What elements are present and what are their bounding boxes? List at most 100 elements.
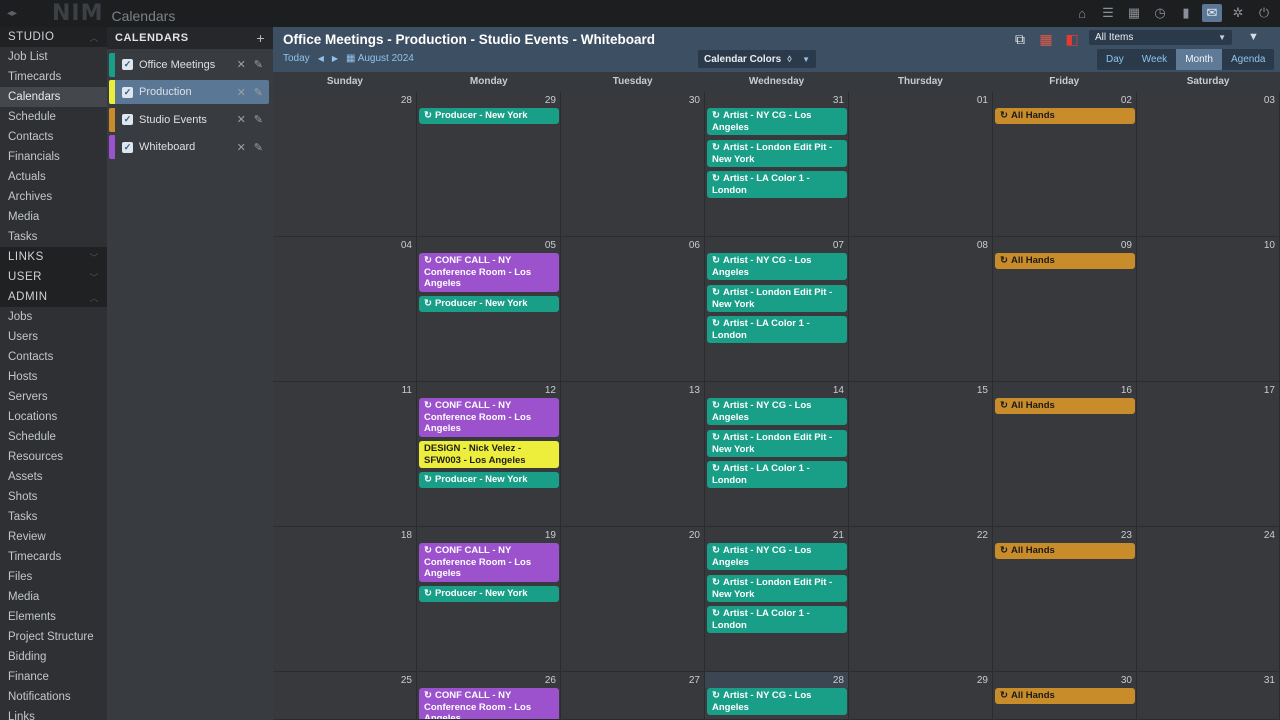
- event[interactable]: ↻ CONF CALL - NY Conference Room - Los An…: [419, 253, 559, 292]
- day-cell[interactable]: 20: [561, 527, 705, 672]
- nav-item-timecards[interactable]: Timecards: [8, 71, 62, 83]
- bookmark-icon[interactable]: ▮: [1182, 5, 1190, 20]
- day-cell[interactable]: 07 ↻ Artist - NY CG - Los Angeles ↻ Artist…: [705, 237, 849, 382]
- checkbox[interactable]: ✓: [122, 59, 133, 70]
- nav-item-actuals[interactable]: Actuals: [8, 171, 46, 183]
- nav-item-tasks[interactable]: Tasks: [8, 231, 38, 243]
- day-cell[interactable]: 28: [273, 92, 417, 237]
- day-cell[interactable]: 04: [273, 237, 417, 382]
- filter-icon[interactable]: ▼: [1248, 31, 1259, 43]
- event[interactable]: ↻ Artist - LA Color 1 - London: [707, 171, 847, 198]
- close-icon[interactable]: ✕: [236, 59, 246, 71]
- day-cell[interactable]: 23 ↻ All Hands: [993, 527, 1137, 672]
- nav-item-admin-timecards[interactable]: Timecards: [8, 551, 62, 563]
- event[interactable]: ↻ All Hands: [995, 253, 1135, 269]
- event[interactable]: ↻ Artist - London Edit Pit - New York: [707, 285, 847, 312]
- nav-item-admin-contacts[interactable]: Contacts: [8, 351, 54, 363]
- items-filter-select[interactable]: All Items ▼: [1089, 30, 1232, 45]
- day-cell[interactable]: 18: [273, 527, 417, 672]
- close-icon[interactable]: ✕: [236, 141, 246, 154]
- pencil-icon[interactable]: ✎: [253, 59, 263, 71]
- day-cell[interactable]: 15: [849, 382, 993, 527]
- prev-month-icon[interactable]: ◀: [317, 54, 324, 63]
- day-cell[interactable]: 10: [1137, 237, 1280, 382]
- copy-icon[interactable]: ⧉: [1015, 30, 1025, 47]
- event[interactable]: ↻ Artist - London Edit Pit - New York: [707, 575, 847, 602]
- event[interactable]: ↻ Producer - New York: [419, 296, 559, 312]
- day-cell[interactable]: 19 ↻ CONF CALL - NY Conference Room - Los…: [417, 527, 561, 672]
- view-agenda-button[interactable]: Agenda: [1230, 54, 1266, 65]
- calendar-item-whiteboard[interactable]: ✓ Whiteboard ✕ ✎: [109, 135, 269, 159]
- today-button[interactable]: Today: [283, 53, 310, 64]
- nav-item-users[interactable]: Users: [8, 331, 39, 343]
- nav-item-schedule[interactable]: Schedule: [8, 111, 56, 123]
- pencil-icon[interactable]: ✎: [253, 141, 263, 154]
- nav-item-admin-media[interactable]: Media: [8, 591, 40, 603]
- day-cell[interactable]: 08: [849, 237, 993, 382]
- ical-calendar-icon[interactable]: ▦: [1039, 30, 1053, 47]
- event[interactable]: ↻ CONF CALL - NY Conference Room - Los An…: [419, 688, 559, 719]
- event[interactable]: ↻ Artist - LA Color 1 - London: [707, 606, 847, 633]
- event[interactable]: ↻ All Hands: [995, 543, 1135, 559]
- day-cell[interactable]: 25: [273, 672, 417, 720]
- day-cell[interactable]: 26 ↻ CONF CALL - NY Conference Room - Los…: [417, 672, 561, 720]
- home-icon[interactable]: ⌂: [1078, 5, 1086, 21]
- nav-item-review[interactable]: Review: [8, 531, 46, 543]
- event[interactable]: ↻ CONF CALL - NY Conference Room - Los An…: [419, 543, 559, 582]
- nav-item-admin-tasks[interactable]: Tasks: [8, 511, 38, 523]
- nav-item-financials[interactable]: Financials: [8, 151, 60, 163]
- day-cell[interactable]: 12 ↻ CONF CALL - NY Conference Room - Los…: [417, 382, 561, 527]
- event[interactable]: DESIGN - Nick Velez - SFW003 - Los Angel…: [419, 441, 559, 468]
- nav-item-admin-schedule[interactable]: Schedule: [8, 431, 56, 443]
- nav-item-assets[interactable]: Assets: [8, 471, 43, 483]
- nav-item-finance[interactable]: Finance: [8, 671, 49, 683]
- event[interactable]: ↻ Producer - New York: [419, 108, 559, 124]
- gear-icon[interactable]: ✲: [1232, 5, 1244, 20]
- nav-section-admin[interactable]: ADMIN ︿: [0, 287, 107, 307]
- nav-item-calendars[interactable]: Calendars: [0, 87, 107, 107]
- day-cell[interactable]: 21 ↻ Artist - NY CG - Los Angeles ↻ Artist…: [705, 527, 849, 672]
- day-cell[interactable]: 11: [273, 382, 417, 527]
- event[interactable]: ↻ Artist - LA Color 1 - London: [707, 461, 847, 488]
- day-cell[interactable]: 14 ↻ Artist - NY CG - Los Angeles ↻ Artist…: [705, 382, 849, 527]
- mail-icon[interactable]: ✉: [1202, 4, 1222, 22]
- collapse-menu-icon[interactable]: ◂▸: [6, 8, 18, 19]
- nav-item-links[interactable]: Links: [8, 711, 35, 720]
- event[interactable]: ↻ Artist - LA Color 1 - London: [707, 316, 847, 343]
- day-cell[interactable]: 22: [849, 527, 993, 672]
- day-cell[interactable]: 30: [561, 92, 705, 237]
- day-cell[interactable]: 02 ↻ All Hands: [993, 92, 1137, 237]
- nav-section-user[interactable]: USER ﹀: [0, 267, 107, 287]
- nav-item-bidding[interactable]: Bidding: [8, 651, 47, 663]
- day-cell[interactable]: 31: [1137, 672, 1280, 720]
- day-cell[interactable]: 16 ↻ All Hands: [993, 382, 1137, 527]
- month-picker[interactable]: ▦ August 2024: [346, 53, 414, 64]
- day-cell[interactable]: 30 ↻ All Hands: [993, 672, 1137, 720]
- view-month-button[interactable]: Month: [1176, 49, 1222, 70]
- day-cell[interactable]: 13: [561, 382, 705, 527]
- event[interactable]: ↻ Artist - London Edit Pit - New York: [707, 140, 847, 167]
- event[interactable]: ↻ Artist - NY CG - Los Angeles: [707, 398, 847, 425]
- nav-item-jobs[interactable]: Jobs: [8, 311, 33, 323]
- event[interactable]: ↻ CONF CALL - NY Conference Room - Los An…: [419, 398, 559, 437]
- event[interactable]: ↻ Artist - NY CG - Los Angeles: [707, 543, 847, 570]
- nav-item-shots[interactable]: Shots: [8, 491, 38, 503]
- nav-section-links[interactable]: LINKS ﹀: [0, 247, 107, 267]
- calendar-item-studio-events[interactable]: ✓ Studio Events ✕ ✎: [109, 107, 269, 132]
- pdf-icon[interactable]: ◧: [1065, 30, 1079, 47]
- day-cell-today[interactable]: 28 ↻ Artist - NY CG - Los Angeles: [705, 672, 849, 720]
- pencil-icon[interactable]: ✎: [253, 114, 263, 126]
- event[interactable]: ↻ Artist - NY CG - Los Angeles: [707, 108, 847, 135]
- day-cell[interactable]: 31 ↻ Artist - NY CG - Los Angeles ↻ Artist…: [705, 92, 849, 237]
- view-week-button[interactable]: Week: [1141, 54, 1168, 65]
- event[interactable]: ↻ All Hands: [995, 398, 1135, 414]
- nav-item-resources[interactable]: Resources: [8, 451, 63, 463]
- checkbox[interactable]: ✓: [122, 114, 133, 125]
- nav-item-project-structure[interactable]: Project Structure: [8, 631, 94, 643]
- day-cell[interactable]: 29 ↻ Producer - New York: [417, 92, 561, 237]
- app-logo[interactable]: NIM: [52, 1, 104, 26]
- day-cell[interactable]: 05 ↻ CONF CALL - NY Conference Room - Los…: [417, 237, 561, 382]
- calendar-colors-select[interactable]: Calendar Colors ◊ ▼: [698, 50, 816, 68]
- event[interactable]: ↻ Producer - New York: [419, 586, 559, 602]
- nav-item-archives[interactable]: Archives: [8, 191, 53, 203]
